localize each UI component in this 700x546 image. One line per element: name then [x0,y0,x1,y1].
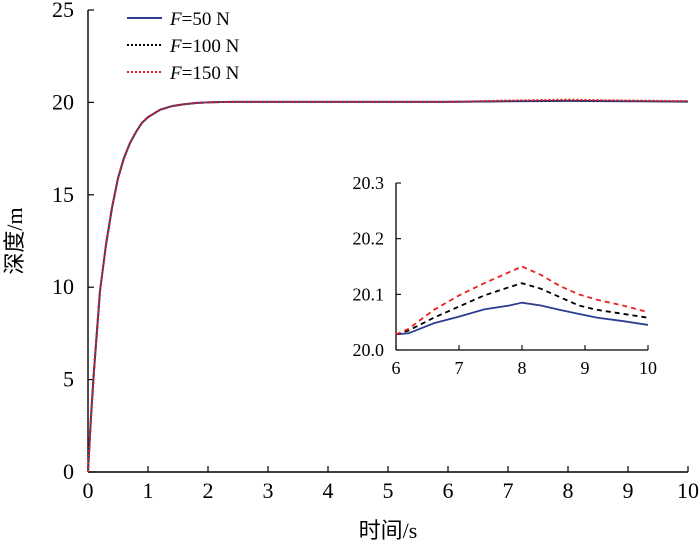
inset-series-lines [395,265,649,336]
inset-y-tick-label: 20.2 [353,229,385,249]
inset-x-tick-label: 8 [518,358,527,378]
x-tick-label: 2 [203,478,214,503]
x-tick-label: 5 [383,478,394,503]
main-series-lines [87,98,689,473]
inset-ticks: 6 7 8 9 10 20.0 20.1 20.2 20.3 [353,173,658,378]
y-tick-label: 25 [52,0,74,22]
x-tick-label: 1 [143,478,154,503]
x-tick-label: 8 [563,478,574,503]
inset-series-line-1 [395,301,649,336]
inset-y-tick-label: 20.1 [353,284,385,304]
x-tick-label: 10 [677,478,699,503]
y-tick-label: 5 [63,367,74,392]
main-ticks: 0 1 2 3 4 5 6 7 8 9 10 0 5 10 15 20 25 [52,0,699,503]
legend-label-3: F=150 N [169,63,240,84]
x-tick-label: 7 [503,478,514,503]
inset-y-tick-label: 20.3 [353,173,385,193]
x-axis-title: 时间/s [359,518,418,543]
x-tick-label: 4 [323,478,334,503]
legend: F=50 N F=100 N F=150 N [127,9,240,84]
y-tick-label: 15 [52,182,74,207]
inset-x-tick-label: 9 [581,358,590,378]
y-tick-label: 10 [52,274,74,299]
inset-x-tick-label: 6 [392,358,401,378]
inset-y-tick-label: 20.0 [353,340,385,360]
legend-label-2: F=100 N [169,36,240,57]
y-axis-title: 深度/m [2,207,27,274]
inset-series-line-2 [395,282,649,336]
inset-background [396,183,648,350]
x-tick-label: 3 [263,478,274,503]
x-tick-label: 0 [83,478,94,503]
legend-label-1: F=50 N [169,9,230,30]
x-tick-label: 9 [623,478,634,503]
y-tick-label: 20 [52,89,74,114]
inset-series-line-3 [395,265,649,336]
x-tick-label: 6 [443,478,454,503]
inset-x-tick-label: 10 [639,358,657,378]
y-tick-label: 0 [63,459,74,484]
inset-x-tick-label: 7 [455,358,464,378]
series-line-3 [87,98,689,473]
